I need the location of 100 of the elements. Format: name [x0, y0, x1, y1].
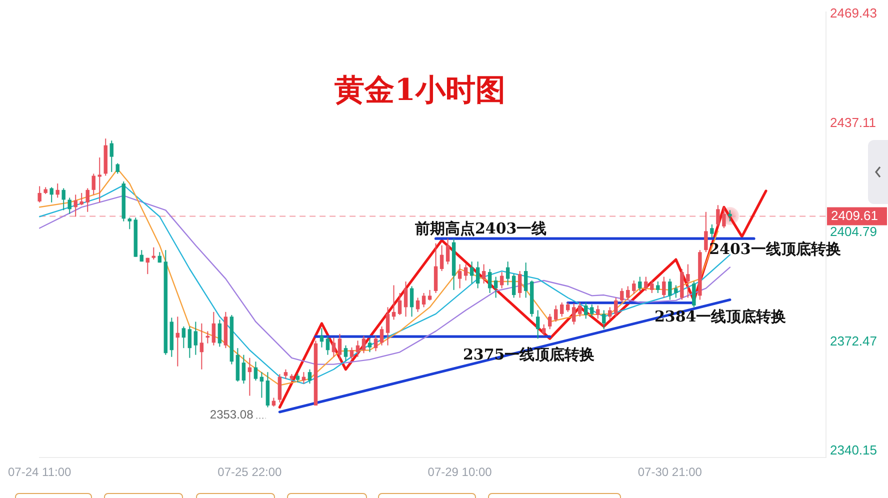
- x-tick-label: 07-29 10:00: [428, 465, 492, 480]
- candlestick: [560, 302, 564, 318]
- candlestick: [278, 374, 282, 404]
- candlestick: [326, 335, 330, 356]
- candlestick: [338, 333, 342, 360]
- candlestick: [212, 311, 216, 346]
- candlestick: [518, 270, 522, 298]
- candlestick: [410, 286, 414, 318]
- candlestick: [608, 306, 612, 320]
- x-tick-label: 07-24 11:00: [8, 465, 72, 480]
- candlestick: [470, 261, 474, 284]
- candlestick: [710, 224, 714, 238]
- candlestick: [542, 324, 546, 336]
- candlestick: [572, 302, 576, 325]
- candlestick: [350, 346, 354, 360]
- candlestick: [584, 302, 588, 320]
- candlestick: [476, 261, 480, 289]
- candlestick: [152, 246, 156, 260]
- candlestick: [554, 305, 558, 322]
- y-tick-label: 2340.15: [830, 442, 877, 458]
- candlestick: [428, 289, 432, 301]
- candlestick: [716, 204, 720, 227]
- candlestick: [488, 268, 492, 294]
- candlestick: [596, 305, 600, 320]
- y-tick-label: 2404.79: [830, 224, 877, 240]
- candlestick: [176, 316, 180, 367]
- candlestick: [674, 284, 678, 298]
- candlestick: [392, 284, 396, 320]
- candlestick: [566, 302, 570, 312]
- text: 黄金1小时图: [334, 72, 506, 110]
- candlestick: [80, 192, 84, 206]
- annotation: 2353.08: [210, 408, 254, 422]
- y-tick-label: 2437.11: [830, 114, 876, 130]
- candlestick: [56, 182, 60, 198]
- candlestick: [422, 292, 426, 308]
- candlestick: [182, 326, 186, 349]
- candlestick: [398, 292, 402, 316]
- candlestick: [200, 322, 204, 370]
- candlestick: [626, 286, 630, 300]
- candlestick: [512, 274, 516, 298]
- candlestick: [218, 319, 222, 348]
- candlestick: [308, 368, 312, 384]
- candlestick: [254, 361, 258, 382]
- x-tick-label: 07-30 21:00: [638, 465, 702, 480]
- candlestick: [416, 297, 420, 312]
- candlestick: [578, 302, 582, 318]
- candlestick: [320, 328, 324, 348]
- candlestick: [446, 238, 450, 265]
- candlestick: [662, 276, 666, 298]
- candlestick: [638, 276, 642, 292]
- candlestick: [620, 288, 624, 303]
- annotation: 2384一线顶底转换: [654, 308, 786, 326]
- candlestick: [62, 188, 66, 211]
- candlestick: [332, 337, 336, 358]
- candlestick: [50, 186, 54, 203]
- candlestick: [590, 304, 594, 318]
- candlestick: [704, 211, 708, 253]
- candlestick: [380, 326, 384, 346]
- candlestick: [374, 335, 378, 352]
- candlestick: [68, 197, 72, 214]
- candlestick: [344, 344, 348, 362]
- candlestick: [188, 326, 192, 358]
- candlestick: [284, 368, 288, 380]
- candlestick: [524, 262, 528, 298]
- candlestick: [98, 156, 102, 203]
- candlestick: [494, 276, 498, 298]
- candlestick: [146, 257, 150, 275]
- candlestick: [656, 281, 660, 294]
- candlestick: [404, 281, 408, 318]
- candlestick: [386, 306, 390, 346]
- candlestick: [116, 162, 120, 174]
- candlestick: [548, 313, 552, 330]
- candlestick: [194, 321, 198, 356]
- candlestick: [722, 206, 726, 229]
- candlestick: [242, 354, 246, 384]
- candlestick: [38, 186, 42, 203]
- candlestick: [362, 335, 366, 354]
- x-tick-label: 07-25 22:00: [218, 465, 282, 480]
- candlestick: [248, 357, 252, 396]
- annotation: 前期高点2403一线: [414, 219, 547, 238]
- candlestick: [536, 310, 540, 340]
- candlestick: [368, 338, 372, 353]
- candlestick: [260, 372, 264, 398]
- candlestick: [506, 261, 510, 286]
- y-tick-label: 2372.47: [830, 333, 877, 348]
- candlestick: [632, 280, 636, 295]
- candlestick: [458, 264, 462, 289]
- y-tick-label: 2469.43: [830, 6, 877, 21]
- candlestick: [110, 140, 114, 173]
- candlestick: [482, 264, 486, 284]
- candlestick: [86, 188, 90, 212]
- candlestick: [128, 217, 132, 230]
- candlestick: [602, 310, 606, 330]
- candlestick: [692, 281, 696, 308]
- candlestick: [440, 244, 444, 272]
- candlestick: [464, 264, 468, 281]
- ref-line-label: 2409.61: [831, 208, 878, 223]
- candlestick: [92, 173, 96, 196]
- candlestick: [356, 340, 360, 358]
- candlestick: [686, 264, 690, 298]
